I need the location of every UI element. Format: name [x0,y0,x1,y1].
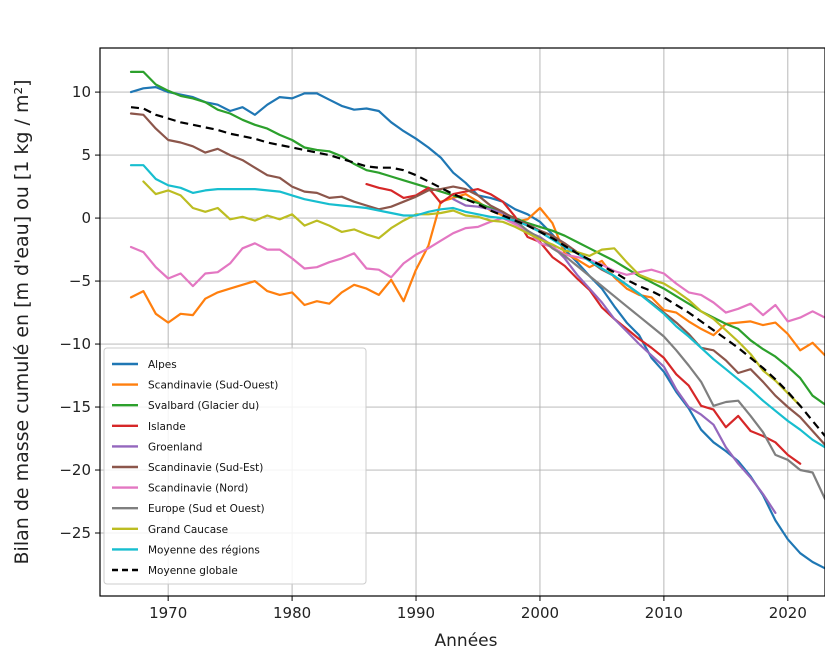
plot-frame [99,47,825,597]
y-tick-label: 5 [81,146,91,164]
legend-entries: Alpes Scandinavie (Sud-Ouest) Svalbard (Gl… [112,359,278,577]
legend-label: Moyenne des régions [148,544,260,556]
x-tick-label: 2000 [521,604,559,622]
y-tick-label: −15 [59,398,91,416]
legend-label: Scandinavie (Sud-Ouest) [148,380,278,392]
series-line [501,215,825,501]
x-axis-title: Années [435,631,498,650]
x-tick-label: 1970 [149,604,187,622]
y-axis-title: Bilan de masse cumulé en [m d'eau] ou [1… [11,79,33,564]
series-line [129,217,825,323]
legend-label: Alpes [148,359,177,371]
series-line [130,106,825,437]
y-tick-label: −5 [69,272,91,290]
y-tick-label: 10 [72,83,91,101]
legend-label: Moyenne globale [148,565,238,577]
series-line [142,180,802,407]
legend-label: Svalbard (Glacier du) [148,400,259,412]
y-tick-label: −20 [59,461,91,479]
series-lines [129,70,825,570]
legend-label: Islande [148,421,186,433]
legend-label: Scandinavie (Sud-Est) [148,462,263,474]
legend: Alpes Scandinavie (Sud-Ouest) Svalbard (Gl… [103,347,367,585]
series-line [365,183,802,465]
legend-box [103,347,367,585]
x-tick-label: 1990 [397,604,435,622]
series-line [129,112,825,446]
legend-label: Scandinavie (Nord) [148,483,248,495]
legend-label: Groenland [148,441,202,453]
series-line [129,164,825,449]
y-tick-label: 0 [81,209,91,227]
y-tick-label: −25 [59,524,91,542]
axis-ticks: 1970 1980 1990 2000 2010 2020 10 5 0 −5 −10 −15 −20 −… [59,83,807,622]
series-line [452,198,777,515]
y-tick-label: −10 [59,335,91,353]
x-tick-label: 1980 [273,604,311,622]
x-tick-label: 2020 [769,604,807,622]
legend-label: Europe (Sud et Ouest) [148,503,265,515]
series-line [129,193,825,357]
x-tick-label: 2010 [645,604,683,622]
legend-label: Grand Caucase [148,524,228,536]
